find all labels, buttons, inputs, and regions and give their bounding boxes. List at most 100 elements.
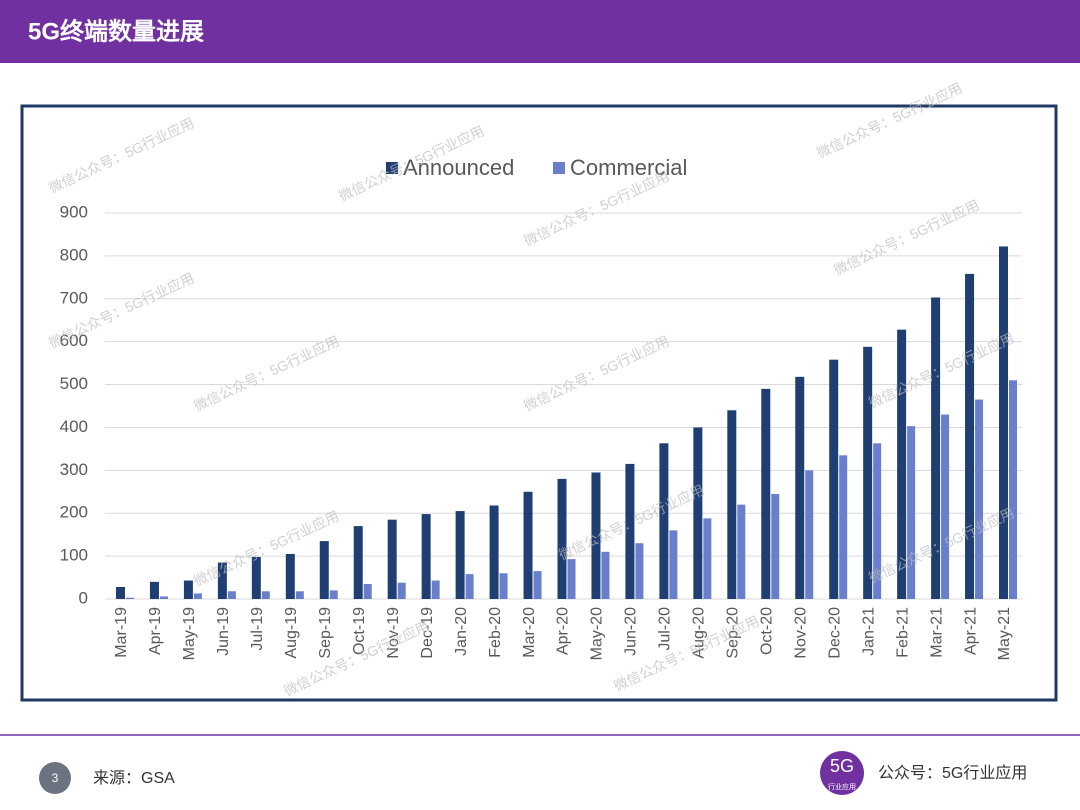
x-tick-label: Oct-20	[758, 607, 775, 655]
bar	[533, 571, 542, 599]
x-tick-label: Mar-20	[521, 607, 538, 658]
x-tick-label: Apr-21	[962, 607, 979, 655]
bar	[285, 553, 295, 599]
bar	[227, 591, 236, 599]
x-tick-label: Jun-20	[623, 607, 640, 656]
x-tick-label: Nov-19	[385, 607, 402, 659]
bar	[329, 590, 338, 599]
page-number: 3	[52, 771, 59, 785]
bar	[499, 573, 508, 599]
x-tick-label: Oct-19	[351, 607, 368, 655]
y-tick-label: 200	[60, 503, 88, 522]
x-tick-label: Feb-20	[487, 607, 504, 658]
x-tick-label: Apr-20	[555, 607, 572, 655]
bar	[261, 591, 270, 599]
logo	[820, 751, 864, 795]
bar	[805, 470, 814, 599]
y-tick-label: 500	[60, 374, 88, 393]
bar	[965, 273, 975, 599]
bar	[625, 463, 635, 599]
x-tick-label: Aug-20	[691, 607, 708, 659]
legend-swatch	[553, 162, 565, 174]
bar	[839, 455, 848, 599]
bar	[975, 399, 984, 599]
bar	[183, 580, 193, 599]
chart-frame	[20, 104, 1058, 702]
bar	[295, 591, 304, 599]
bar	[217, 562, 227, 599]
bar	[115, 586, 125, 599]
x-tick-label: Nov-20	[792, 607, 809, 659]
x-tick-label: Mar-21	[928, 607, 945, 658]
legend-label: Announced	[403, 155, 514, 180]
bar	[421, 514, 431, 599]
bar	[635, 543, 644, 599]
y-tick-label: 700	[60, 288, 88, 307]
x-tick-label: Mar-19	[113, 607, 130, 658]
x-tick-label: May-20	[589, 607, 606, 660]
x-tick-label: Jan-21	[860, 607, 877, 656]
bar	[693, 427, 703, 599]
bar	[567, 559, 576, 599]
bar	[159, 596, 168, 599]
logo-text: 5G	[830, 756, 854, 776]
bar	[353, 526, 363, 599]
x-tick-label: May-21	[996, 607, 1013, 660]
y-tick-label: 600	[60, 331, 88, 350]
bar	[873, 443, 882, 599]
x-tick-label: Jul-19	[249, 607, 266, 651]
x-tick-label: Apr-19	[147, 607, 164, 655]
bar	[601, 551, 610, 599]
bar	[863, 346, 873, 599]
bar	[999, 246, 1009, 599]
x-tick-label: Aug-19	[283, 607, 300, 659]
bar	[193, 593, 202, 599]
bar	[1009, 380, 1018, 599]
bar	[931, 297, 941, 599]
x-tick-label: Sep-20	[725, 607, 742, 659]
bar	[761, 388, 771, 599]
bar	[591, 472, 601, 599]
bar	[829, 359, 839, 599]
legend-label: Commercial	[570, 155, 687, 180]
bar	[771, 493, 780, 599]
logo-subtext: 行业应用	[828, 782, 856, 791]
y-tick-label: 0	[79, 588, 88, 607]
bar	[795, 376, 805, 599]
bar	[659, 443, 669, 599]
legend-swatch	[386, 162, 398, 174]
source: 来源：GSA	[93, 769, 175, 787]
bar	[727, 410, 737, 599]
x-tick-label: May-19	[181, 607, 198, 660]
y-tick-label: 300	[60, 460, 88, 479]
page-badge	[39, 762, 71, 794]
x-tick-label: Jan-20	[453, 607, 470, 656]
bar	[523, 491, 533, 599]
bar	[431, 580, 440, 599]
y-tick-label: 800	[60, 245, 88, 264]
x-tick-label: Dec-19	[419, 607, 436, 659]
bar	[363, 583, 372, 599]
y-tick-label: 100	[60, 546, 88, 565]
x-tick-label: Dec-20	[826, 607, 843, 659]
account: 公众号：5G行业应用	[878, 763, 1027, 782]
y-tick-label: 400	[60, 417, 88, 436]
bar	[557, 478, 567, 599]
slide-title: 5G终端数量进展	[28, 17, 204, 45]
bar	[489, 505, 499, 599]
header-bar	[0, 0, 1080, 63]
bar	[703, 518, 712, 599]
bar	[669, 530, 678, 599]
bar	[465, 574, 474, 599]
x-tick-label: Sep-19	[317, 607, 334, 659]
bar	[149, 581, 159, 599]
x-tick-label: Feb-21	[894, 607, 911, 658]
x-tick-label: Jun-19	[215, 607, 232, 656]
y-tick-label: 900	[60, 202, 88, 221]
bar	[941, 414, 950, 599]
bar	[125, 597, 134, 599]
bar	[455, 511, 465, 599]
bar	[737, 504, 746, 599]
plot: 0 100 200 300 400 500 600 700 800 900 Announced Com…	[60, 155, 1022, 660]
